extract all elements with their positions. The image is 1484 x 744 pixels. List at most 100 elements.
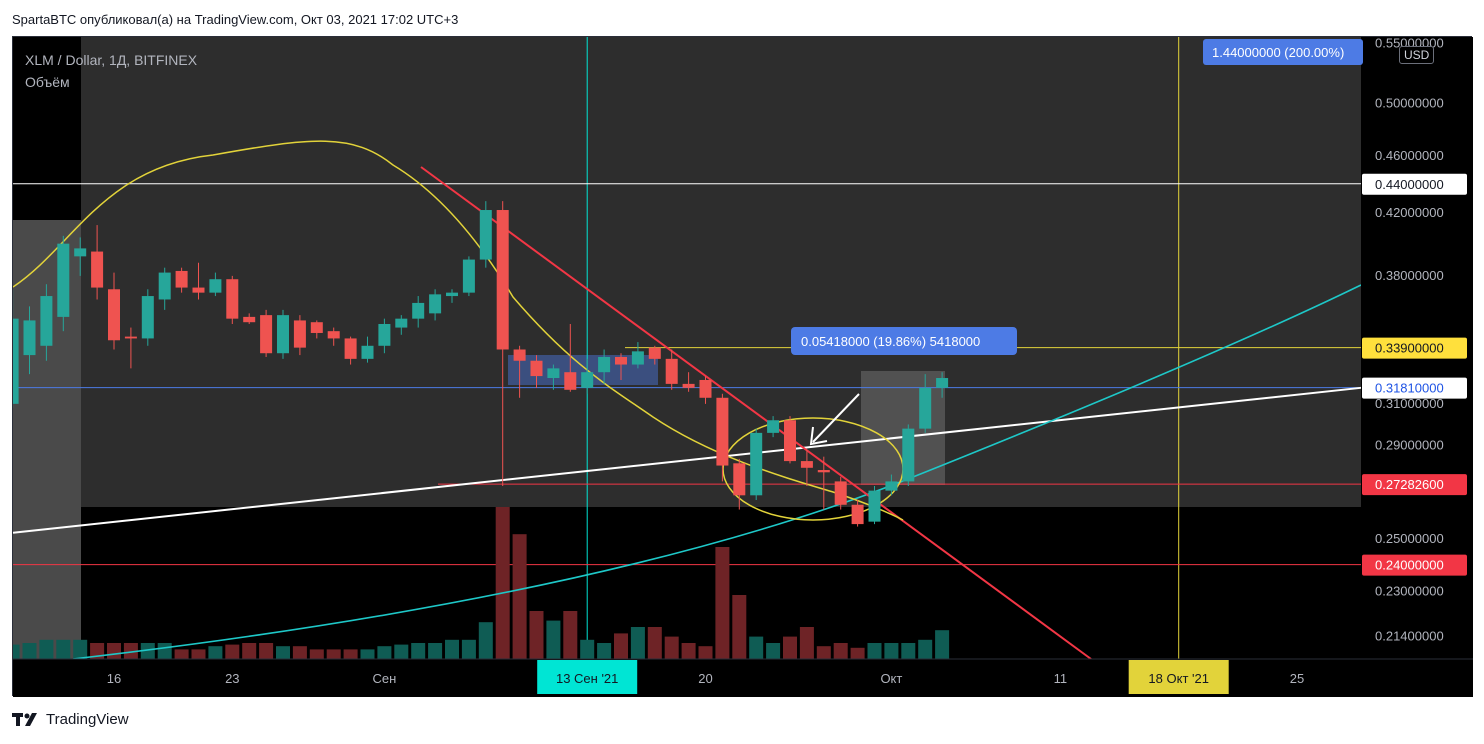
volume-bar (799, 627, 814, 659)
price-chart[interactable]: 0.214000000.230000000.250000000.27000000… (13, 37, 1473, 697)
volume-bar (850, 647, 865, 659)
candle-body (530, 360, 543, 377)
candle-body (733, 463, 746, 496)
volume-bar (309, 649, 324, 659)
chart-frame[interactable]: 0.214000000.230000000.250000000.27000000… (12, 36, 1473, 697)
candle-body (74, 248, 87, 257)
volume-bar (73, 639, 88, 659)
candle-body (885, 481, 898, 491)
footer-brand[interactable]: TradingView (12, 711, 129, 728)
candle-body (40, 296, 53, 346)
candle-body (902, 428, 915, 482)
volume-bar (445, 639, 459, 659)
volume-bar (276, 646, 290, 659)
candle-body (429, 294, 442, 314)
candle-body (226, 279, 239, 319)
volume-bar (22, 643, 37, 659)
publish-header: SpartaBTC опубликовал(а) на TradingView.… (12, 12, 459, 27)
volume-bar (208, 646, 223, 659)
date-range-highlight (13, 220, 81, 660)
price-tick-label: 0.38000000 (1375, 268, 1444, 283)
volume-bar (766, 643, 781, 659)
candle-body (378, 323, 391, 346)
price-label: 0.24000000 (1375, 558, 1444, 573)
price-label-box (1362, 554, 1467, 576)
volume-bar (292, 646, 307, 659)
time-highlight-box (537, 660, 638, 694)
volume-bar (123, 643, 138, 659)
volume-bar (174, 649, 189, 659)
candle-body (598, 356, 611, 373)
price-tick-label: 0.31000000 (1375, 396, 1444, 411)
candle-body (496, 210, 509, 350)
volume-bar (901, 643, 916, 659)
candle-body (784, 420, 796, 462)
candle-body (615, 356, 627, 365)
candle-body (631, 351, 644, 365)
candle-body (817, 470, 830, 473)
volume-bar (749, 636, 764, 659)
measure-label-box (1203, 39, 1363, 65)
candle-body (192, 287, 205, 293)
candle-body (462, 259, 475, 293)
candle-body (851, 504, 864, 525)
candle-body (834, 481, 847, 505)
volume-bar (461, 639, 476, 659)
measure-label: 1.44000000 (200.00%) (1212, 45, 1344, 60)
volume-indicator-label: Объём (25, 74, 70, 90)
candle-body (750, 432, 763, 496)
volume-bar (630, 627, 645, 659)
price-tick-label: 0.25000000 (1375, 531, 1444, 546)
candle-body (361, 345, 374, 359)
volume-bar (833, 643, 848, 659)
volume-bar (867, 643, 882, 659)
candle-body (57, 243, 70, 317)
price-tick-label: 0.46000000 (1375, 148, 1444, 163)
candle-body (141, 296, 154, 339)
candle-body (124, 336, 137, 339)
price-tick-label: 0.23000000 (1375, 583, 1444, 598)
volume-bar (681, 643, 696, 659)
symbol-title: XLM / Dollar, 1Д, BITFINEX (25, 52, 198, 68)
volume-bar (157, 643, 172, 659)
volume-bar (191, 649, 206, 659)
candle-body (581, 372, 594, 388)
candle-body (260, 315, 273, 354)
volume-bar (614, 633, 628, 659)
time-tick-label: Сен (372, 671, 396, 686)
candle-body (868, 490, 881, 522)
candle-body (175, 270, 188, 288)
candle-body (800, 461, 813, 468)
annotation-arrow (812, 393, 860, 443)
volume-bar (597, 643, 612, 659)
candle-body (682, 383, 695, 388)
volume-bar (377, 646, 392, 659)
volume-bar (411, 643, 426, 659)
candle-body (919, 387, 932, 429)
candle-body (395, 318, 408, 328)
volume-bar (13, 644, 20, 659)
time-tick-label: 16 (107, 671, 121, 686)
price-label: 0.27282600 (1375, 477, 1444, 492)
price-tick-label: 0.42000000 (1375, 205, 1444, 220)
price-label-box (1362, 173, 1467, 195)
volume-bar (580, 639, 595, 659)
volume-bar (546, 620, 561, 659)
rising-channel-curve (72, 284, 1362, 660)
candle-body (699, 379, 712, 398)
volume-bar (242, 643, 257, 659)
volume-bar (326, 649, 341, 659)
currency-button[interactable]: USD (1399, 46, 1435, 64)
price-label-box (1362, 377, 1467, 399)
candle-body (293, 320, 306, 348)
time-tick-label: 11 (1054, 671, 1068, 686)
measure-label: 0.05418000 (19.86%) 5418000 (801, 334, 980, 349)
volume-bar (259, 643, 274, 659)
volume-bar (56, 639, 71, 659)
volume-bar (647, 627, 662, 659)
candle-body (767, 420, 780, 433)
volume-bar (698, 646, 713, 659)
candle-body (446, 292, 458, 297)
candle-body (412, 302, 425, 319)
volume-bar (495, 507, 510, 659)
